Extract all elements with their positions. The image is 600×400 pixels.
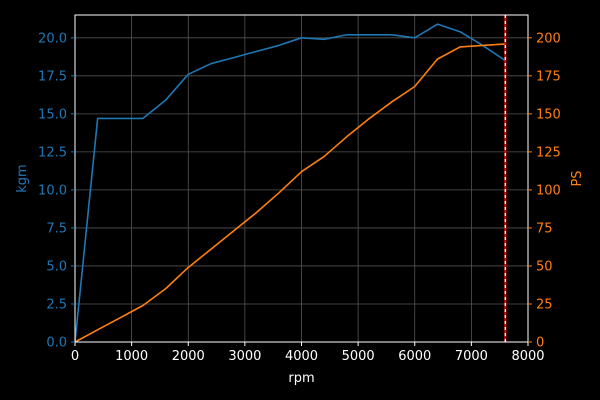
- right-y-tick-label: 175: [536, 69, 561, 84]
- x-tick-label: 8000: [511, 349, 544, 364]
- x-tick-label: 0: [71, 349, 79, 364]
- x-tick-label: 3000: [228, 349, 261, 364]
- left-y-tick-label: 7.5: [46, 221, 67, 236]
- x-axis-ticks: 0 1000 2000 3000 4000 5000 6000 7000 8000: [71, 342, 545, 364]
- right-y-tick-label: 50: [536, 259, 553, 274]
- right-y-tick-label: 200: [536, 31, 561, 46]
- x-tick-label: 7000: [455, 349, 488, 364]
- right-y-tick-label: 25: [536, 297, 553, 312]
- x-axis-label: rpm: [288, 371, 314, 386]
- right-y-tick-label: 75: [536, 221, 553, 236]
- left-y-tick-label: 20.0: [38, 31, 67, 46]
- left-y-axis-ticks: 0.0 2.5 5.0 7.5 10.0 12.5 15.0 17.5 20.0: [38, 31, 75, 351]
- left-y-tick-label: 0.0: [46, 336, 67, 351]
- x-tick-label: 5000: [342, 349, 375, 364]
- left-y-tick-label: 12.5: [38, 145, 67, 160]
- torque-line: [74, 23, 506, 343]
- right-y-tick-label: 0: [536, 336, 544, 351]
- series-layer: [74, 23, 506, 343]
- left-y-tick-label: 5.0: [46, 259, 67, 274]
- x-tick-label: 4000: [285, 349, 318, 364]
- power-line: [74, 43, 506, 343]
- x-tick-label: 6000: [398, 349, 431, 364]
- right-y-axis-label: PS: [570, 170, 585, 186]
- left-y-tick-label: 10.0: [38, 183, 67, 198]
- right-y-axis-ticks: 0 25 50 75 100 125 150 175 200: [528, 31, 561, 351]
- left-y-axis-label: kgm: [15, 164, 30, 192]
- right-y-tick-label: 125: [536, 145, 561, 160]
- left-y-tick-label: 17.5: [38, 69, 67, 84]
- x-tick-label: 1000: [115, 349, 148, 364]
- left-y-tick-label: 2.5: [46, 297, 67, 312]
- right-y-tick-label: 100: [536, 183, 561, 198]
- x-tick-label: 2000: [172, 349, 205, 364]
- right-y-tick-label: 150: [536, 107, 561, 122]
- left-y-tick-label: 15.0: [38, 107, 67, 122]
